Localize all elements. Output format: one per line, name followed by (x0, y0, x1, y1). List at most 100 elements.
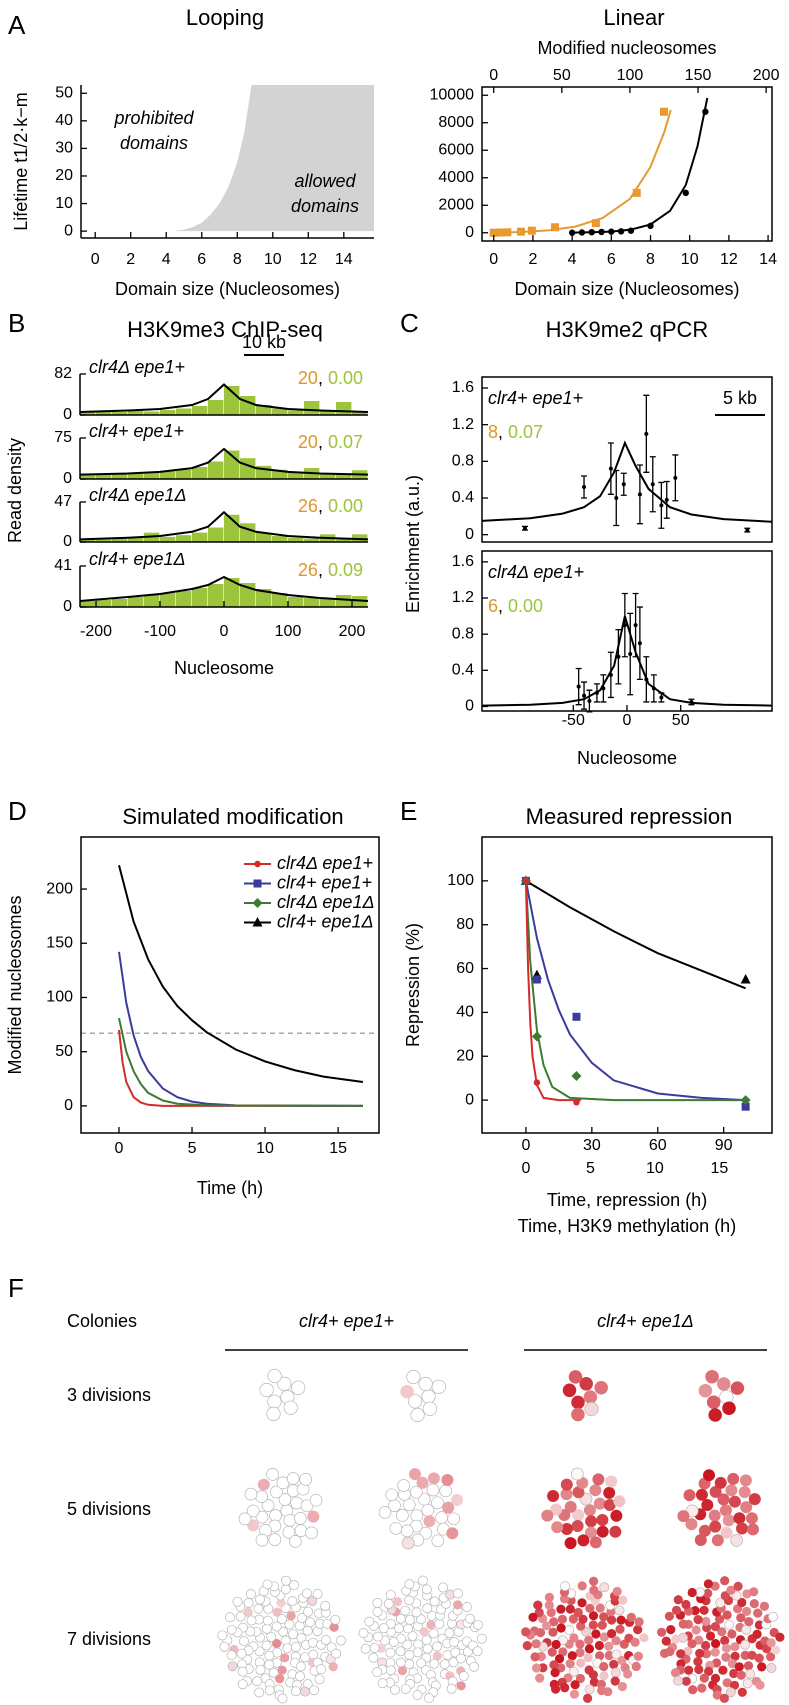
cell (259, 1382, 274, 1398)
marker (522, 877, 530, 885)
cell (737, 1687, 747, 1697)
cell (569, 1689, 580, 1699)
bar (96, 600, 112, 607)
cell (262, 1615, 273, 1626)
cell (703, 1588, 713, 1599)
x-tick-label: 0 (115, 1140, 124, 1157)
cell (246, 1615, 257, 1626)
cell (584, 1635, 594, 1645)
cell (775, 1632, 785, 1642)
cell (688, 1685, 698, 1695)
bar (288, 537, 304, 542)
genotype-label: clr4Δ epe1+ (488, 562, 584, 582)
x-tick-label: 50 (672, 712, 690, 729)
y-tick-label: 8000 (438, 114, 474, 131)
legend-label: clr4+ epe1Δ (277, 911, 374, 931)
line (493, 109, 672, 234)
cell (599, 1612, 609, 1622)
cell (592, 1473, 605, 1486)
cell (724, 1619, 735, 1630)
x-tick-label: 100 (617, 67, 644, 84)
cell (369, 1642, 380, 1653)
cell (595, 1603, 605, 1613)
marker (682, 189, 689, 197)
cell (559, 1594, 570, 1604)
cell (631, 1661, 641, 1672)
y-tick-label: 0 (63, 533, 72, 550)
cell (706, 1395, 721, 1409)
cell (282, 1643, 293, 1654)
cell (530, 1652, 540, 1662)
cell (547, 1490, 560, 1502)
cell (743, 1661, 754, 1671)
y-axis-label: Enrichment (a.u.) (403, 475, 423, 613)
cell (268, 1667, 279, 1678)
cell (719, 1693, 730, 1704)
bar (272, 408, 288, 415)
cell (535, 1673, 545, 1683)
group-label: clr4+ epe1+ (299, 1311, 394, 1331)
marker (576, 684, 581, 689)
marker (551, 223, 560, 232)
cell (726, 1585, 736, 1595)
cell (372, 1606, 383, 1617)
annotation-part: 0.00 (508, 596, 543, 616)
bar (240, 523, 256, 542)
chart-title: Linear (603, 5, 664, 30)
cell (752, 1629, 762, 1639)
y-tick-label: 40 (456, 1004, 474, 1021)
y-axis-label: Lifetime t1/2·k−m (11, 92, 31, 231)
legend-label: clr4Δ epe1Δ (277, 892, 375, 912)
cell (293, 1512, 307, 1525)
cell (439, 1659, 450, 1670)
bar (112, 599, 128, 607)
marker (628, 652, 633, 657)
cell (404, 1614, 415, 1625)
x-tick-label: -100 (144, 623, 176, 640)
cell (705, 1631, 716, 1641)
cell (534, 1607, 544, 1618)
cell (531, 1663, 542, 1673)
cell (609, 1525, 622, 1538)
cell (736, 1522, 748, 1535)
cell (397, 1479, 411, 1492)
cell (427, 1472, 440, 1485)
cell (531, 1639, 541, 1649)
cell (722, 1610, 732, 1620)
y-tick-label: 0 (465, 1091, 474, 1108)
chart-title: H3K9me2 qPCR (546, 317, 709, 342)
bar (176, 535, 192, 542)
y-tick-label: 80 (456, 916, 474, 933)
cell (719, 1504, 732, 1517)
bar (128, 411, 144, 415)
cell (378, 1506, 392, 1519)
cell (261, 1623, 272, 1634)
cell (277, 1376, 292, 1392)
cell (584, 1644, 595, 1654)
cell (335, 1635, 346, 1646)
y-tick-label: 0.4 (452, 662, 474, 679)
cell (407, 1631, 418, 1641)
x-axis-label: Domain size (Nucleosomes) (115, 279, 340, 299)
cell (252, 1676, 263, 1687)
cell (712, 1690, 722, 1700)
cell (729, 1668, 739, 1679)
fit-line (79, 447, 369, 476)
cell (255, 1594, 265, 1605)
annotation-part: 26 (298, 560, 318, 580)
cell (564, 1500, 577, 1513)
cell (749, 1587, 759, 1597)
x-tick-label: 30 (583, 1137, 601, 1154)
cell (666, 1624, 676, 1635)
cell (560, 1488, 573, 1501)
cell (288, 1629, 299, 1640)
cell (710, 1647, 720, 1657)
cell (596, 1525, 609, 1538)
cell (705, 1369, 719, 1384)
cell (739, 1474, 752, 1487)
cell (464, 1613, 475, 1624)
x-tick-label: -200 (80, 623, 112, 640)
cell (377, 1678, 388, 1689)
y-tick-label: 4000 (438, 169, 474, 186)
cell (404, 1579, 415, 1590)
